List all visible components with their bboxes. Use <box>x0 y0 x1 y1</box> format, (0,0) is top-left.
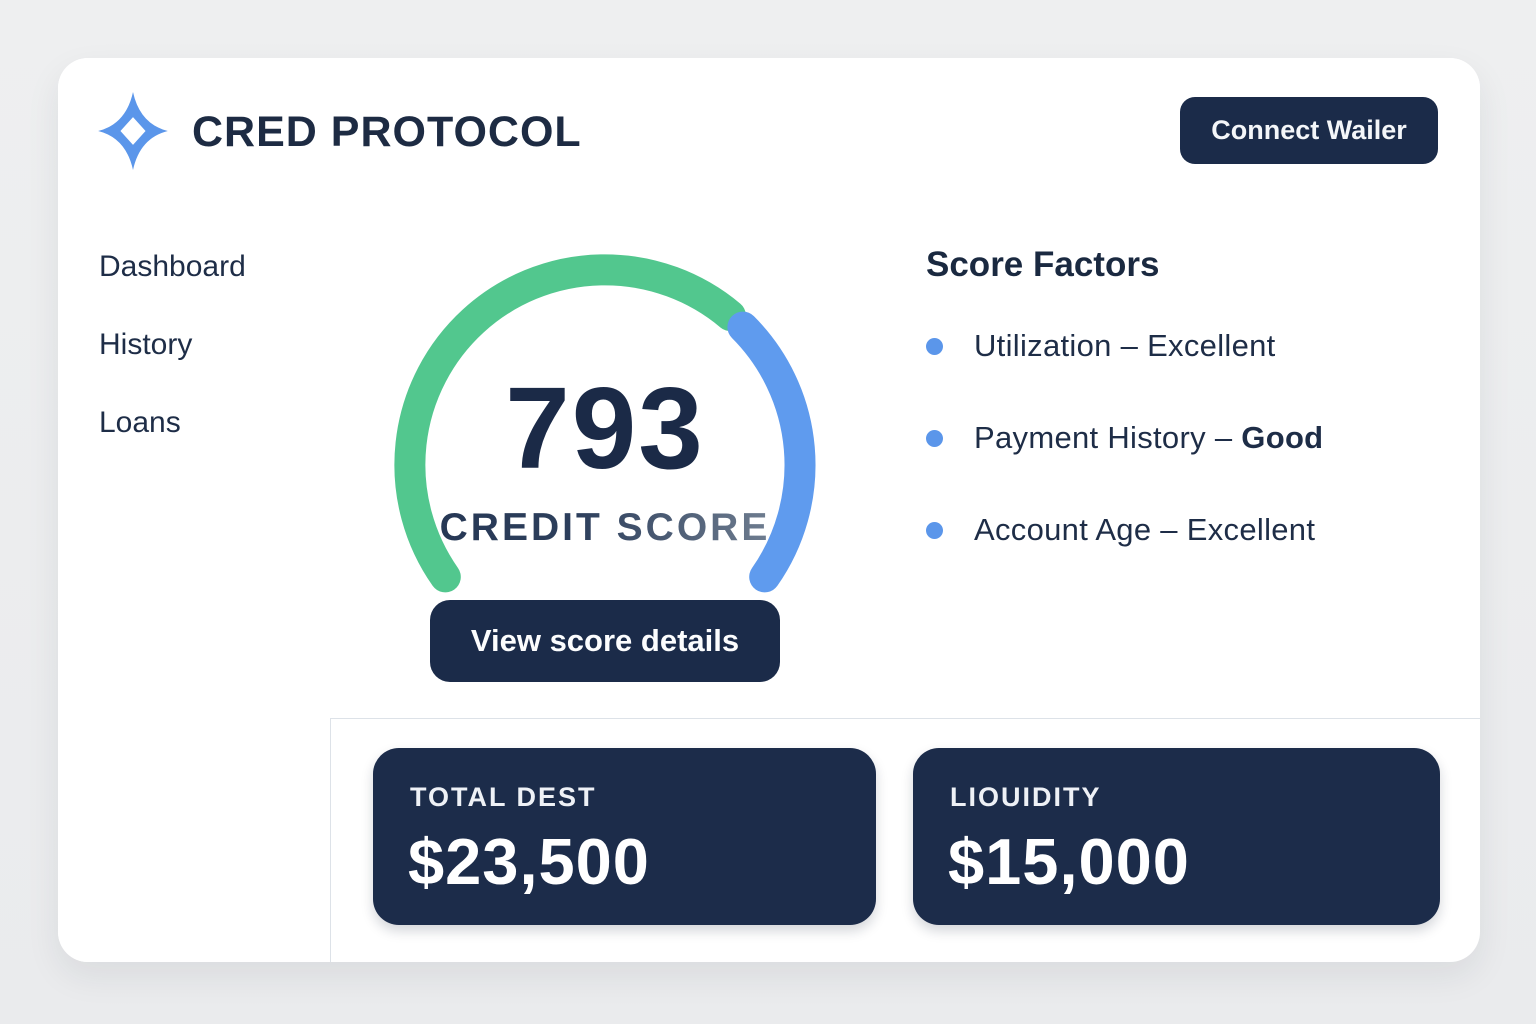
factor-separator: – <box>1214 420 1242 455</box>
total-debt-label: TOTAL DEST <box>410 782 597 812</box>
factor-separator: – <box>1160 512 1187 547</box>
bullet-icon <box>926 337 943 355</box>
factor-name: Utilization <box>974 328 1112 363</box>
total-debt-value: $23,500 <box>408 825 650 898</box>
liquidity-label: LIOUIDITY <box>950 782 1102 812</box>
header: CRED PROTOCOL Connect Wailer <box>58 58 1480 203</box>
factor-text: Utilization – Excellent <box>974 328 1276 364</box>
credit-score-caption: CREDIT SCORE <box>330 506 880 550</box>
app-card: CRED PROTOCOL Connect Wailer Dashboard H… <box>58 58 1480 962</box>
factor-text: Account Age – Excellent <box>974 512 1315 548</box>
factor-value: Good <box>1241 420 1324 455</box>
factor-value: Excellent <box>1147 328 1276 363</box>
liquidity-card: LIOUIDITY $15,000 <box>913 748 1440 925</box>
connect-wallet-button[interactable]: Connect Wailer <box>1180 97 1438 164</box>
bullet-icon <box>926 429 943 447</box>
credit-score-gauge-panel: 793 CREDIT SCORE View score details <box>330 203 878 718</box>
factor-separator: – <box>1120 328 1148 363</box>
gauge-arc-green <box>394 254 746 593</box>
score-factors-title: Score Factors <box>926 245 1160 284</box>
credit-score-value: 793 <box>505 363 705 493</box>
total-debt-card: TOTAL DEST $23,500 <box>373 748 876 925</box>
factor-item-account-age: Account Age – Excellent <box>926 507 1450 553</box>
score-factors-list: Utilization – Excellent Payment History … <box>926 323 1450 599</box>
gauge-arc-blue <box>727 311 816 593</box>
brand-sparkle-icon <box>98 92 168 170</box>
brand-title: CRED PROTOCOL <box>192 108 582 156</box>
sidebar-item-history[interactable]: History <box>99 328 193 361</box>
factor-name: Account Age <box>974 512 1152 547</box>
credit-score-gauge-arc <box>394 254 816 593</box>
sidebar: Dashboard History Loans <box>58 203 330 962</box>
panel-divider-horizontal <box>330 718 1480 719</box>
sidebar-item-dashboard[interactable]: Dashboard <box>99 250 246 283</box>
factor-item-utilization: Utilization – Excellent <box>926 323 1450 369</box>
liquidity-value: $15,000 <box>948 825 1190 898</box>
factor-name: Payment History <box>974 420 1206 455</box>
view-score-details-button[interactable]: View score details <box>430 600 780 682</box>
factor-text: Payment History – Good <box>974 420 1323 456</box>
score-factors-panel: Score Factors Utilization – Excellent Pa… <box>878 203 1480 718</box>
factor-item-payment-history: Payment History – Good <box>926 415 1450 461</box>
bullet-icon <box>926 521 943 539</box>
factor-value: Excellent <box>1186 512 1316 547</box>
sidebar-item-loans[interactable]: Loans <box>99 406 181 439</box>
